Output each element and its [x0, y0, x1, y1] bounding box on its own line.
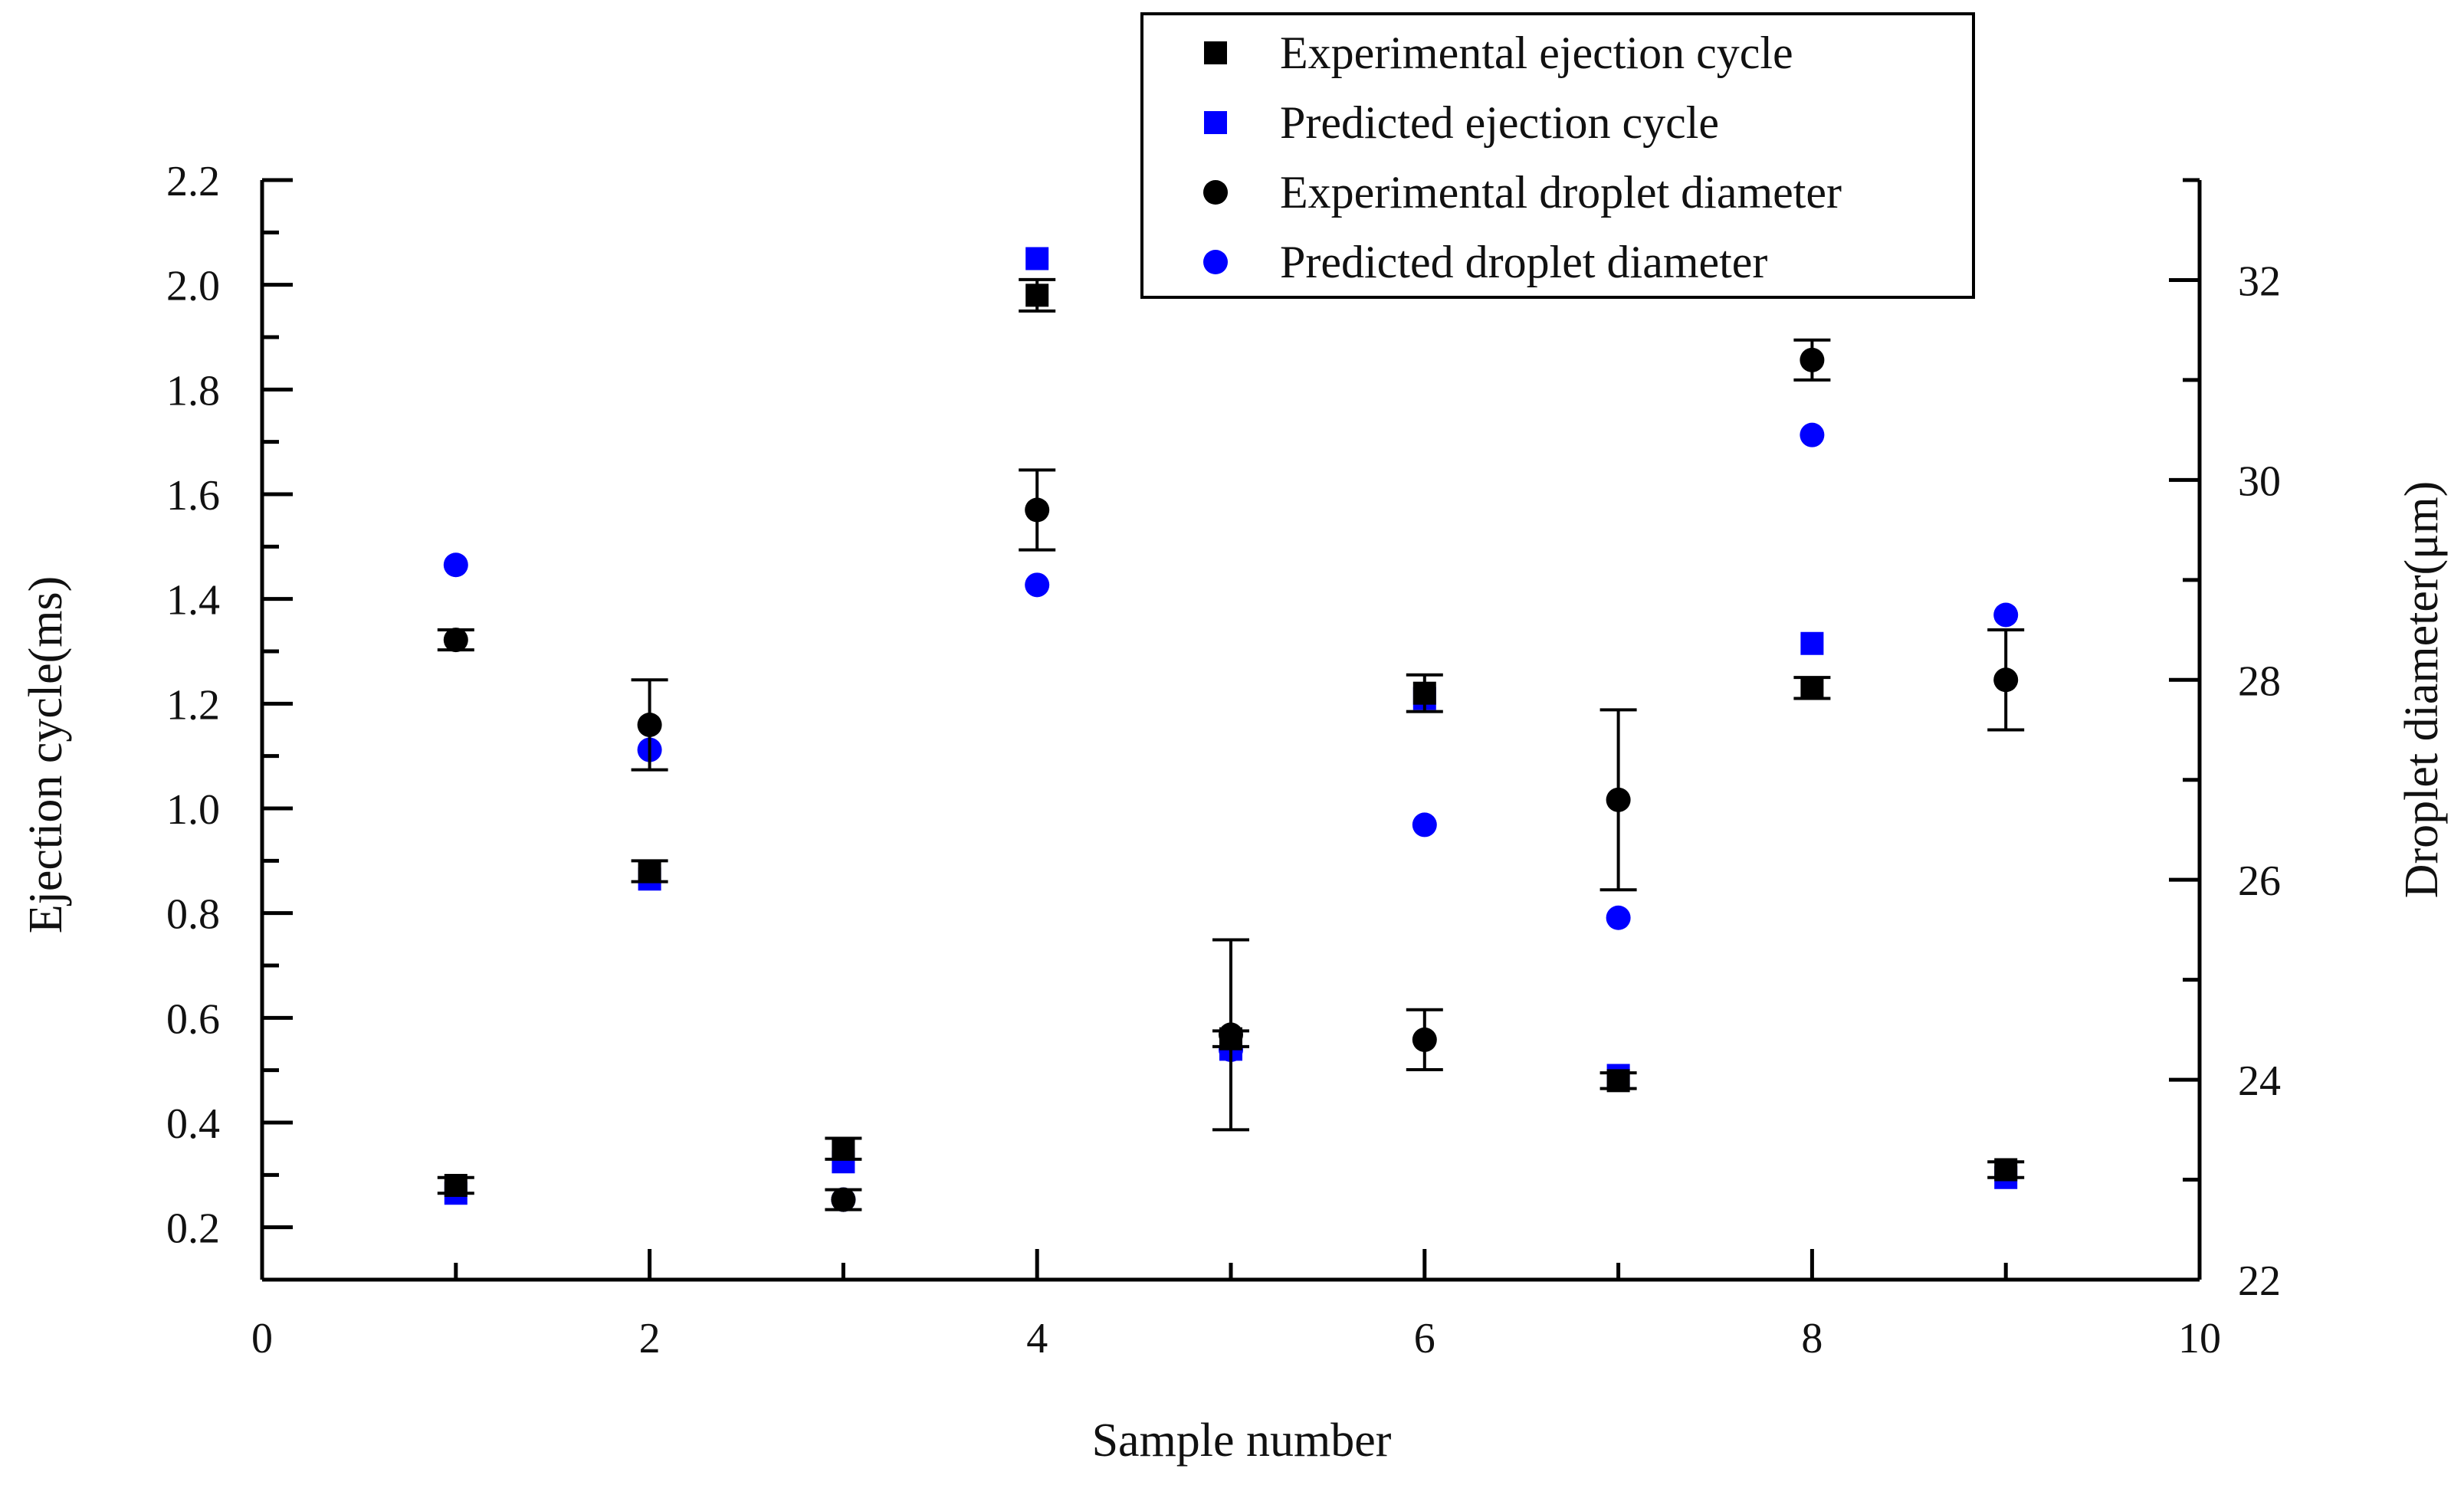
y-left-tick-label: 1.6: [166, 472, 220, 520]
legend-label-exp-cycle: Experimental ejection cycle: [1280, 28, 1793, 78]
legend-marker-exp-diameter: [1203, 180, 1228, 205]
y-right-tick-label: 24: [2238, 1057, 2281, 1105]
x-axis-title: Sample number: [1092, 1415, 1392, 1467]
predicted-ejection-cycle-point: [1025, 247, 1049, 270]
legend-box: [1140, 12, 1975, 299]
legend-label-exp-diameter: Experimental droplet diameter: [1280, 167, 1842, 218]
data-marks: [437, 247, 2025, 1212]
predicted-droplet-diameter-point: [1412, 812, 1437, 838]
experimental-droplet-diameter-point: [1412, 1027, 1437, 1052]
x-tick-label: 0: [251, 1315, 273, 1362]
experimental-ejection-cycle-point: [444, 1174, 468, 1197]
predicted-droplet-diameter-point: [1606, 905, 1631, 930]
legend-label-pred-cycle: Predicted ejection cycle: [1280, 97, 1719, 148]
experimental-droplet-diameter-point: [443, 628, 468, 653]
predicted-droplet-diameter-point: [1025, 572, 1050, 598]
predicted-droplet-diameter-point: [1993, 602, 2019, 628]
predicted-droplet-diameter-point: [1800, 422, 1825, 447]
experimental-droplet-diameter-point: [637, 712, 662, 737]
experimental-droplet-diameter-point: [1606, 787, 1631, 812]
y-left-tick-label: 0.8: [166, 891, 220, 939]
experimental-ejection-cycle-point: [1994, 1158, 2018, 1182]
experimental-droplet-diameter-point: [1219, 1022, 1243, 1047]
y-left-tick-label: 1.4: [166, 577, 220, 624]
predicted-droplet-diameter-point: [443, 552, 468, 578]
experimental-droplet-diameter-point: [1800, 347, 1825, 372]
y-left-tick-label: 0.2: [166, 1205, 220, 1253]
legend-marker-pred-diameter: [1203, 250, 1228, 274]
y-left-tick-label: 0.4: [166, 1100, 220, 1148]
x-tick-label: 10: [2178, 1315, 2221, 1362]
experimental-droplet-diameter-point: [1025, 497, 1050, 523]
y-right-tick-label: 26: [2238, 857, 2281, 905]
experimental-ejection-cycle-point: [1025, 284, 1049, 307]
y-right-tick-label: 22: [2238, 1257, 2281, 1305]
y-left-axis-title: Ejection cycle(ms): [20, 576, 72, 934]
x-tick-label: 2: [639, 1315, 661, 1362]
experimental-ejection-cycle-point: [1412, 681, 1436, 705]
experimental-droplet-diameter-point: [1993, 667, 2019, 693]
legend: Experimental ejection cycle Predicted ej…: [1140, 12, 1975, 299]
x-tick-label: 8: [1801, 1315, 1823, 1362]
y-right-tick-label: 32: [2238, 257, 2281, 305]
x-tick-label: 6: [1414, 1315, 1435, 1362]
y-left-tick-label: 1.0: [166, 786, 220, 834]
experimental-ejection-cycle-point: [638, 860, 661, 883]
legend-marker-pred-cycle: [1204, 111, 1227, 134]
experimental-droplet-diameter-point: [831, 1187, 856, 1212]
experimental-ejection-cycle-point: [832, 1137, 855, 1161]
y-left-tick-label: 2.0: [166, 263, 220, 310]
y-right-axis-title: Droplet diameter(μm): [2396, 481, 2448, 899]
y-left-tick-label: 1.2: [166, 681, 220, 729]
predicted-ejection-cycle-point: [1800, 631, 1824, 655]
x-tick-label: 4: [1026, 1315, 1048, 1362]
y-right-tick-label: 30: [2238, 457, 2281, 505]
y-right-tick-label: 28: [2238, 657, 2281, 705]
ticks: 0 2 4 6 8 100.20.40.60.81.01.21.41.61.82.02.2…: [166, 158, 2281, 1362]
y-left-tick-label: 2.2: [166, 158, 220, 205]
experimental-ejection-cycle-point: [1606, 1069, 1630, 1093]
legend-label-pred-diameter: Predicted droplet diameter: [1280, 237, 1767, 287]
legend-marker-exp-cycle: [1204, 41, 1227, 64]
experimental-ejection-cycle-point: [1800, 676, 1824, 700]
y-left-tick-label: 0.6: [166, 995, 220, 1043]
y-left-tick-label: 1.8: [166, 367, 220, 415]
